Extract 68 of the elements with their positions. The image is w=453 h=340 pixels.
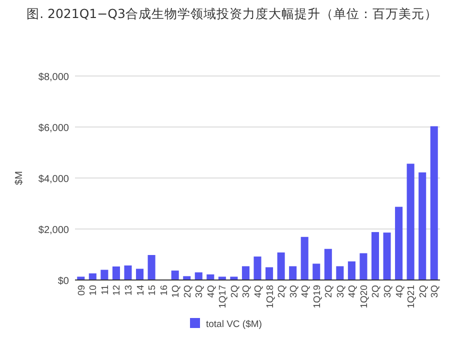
x-tick-label: 09 [76, 285, 88, 296]
bar [266, 267, 274, 280]
bar [395, 206, 403, 280]
x-tick-label: 11 [100, 285, 111, 295]
x-tick-label: 3Q [335, 285, 346, 298]
x-tick-label: 4Q [300, 285, 312, 298]
x-tick-label: 3Q [382, 285, 394, 298]
title: 图. 2021Q1−Q3合成生物学领域投资力度大幅提升（单位：百万美元） [26, 6, 438, 21]
x-tick-label: 3Q [241, 285, 252, 298]
bar [77, 276, 85, 280]
bar [300, 236, 308, 280]
x-tick-label: 13 [123, 285, 134, 296]
bar [218, 276, 226, 280]
bar [194, 272, 202, 280]
bar [371, 232, 380, 280]
y-tick-label: $0 [58, 276, 70, 287]
x-tick-label: 4Q [253, 285, 264, 298]
bar [124, 265, 132, 280]
y-tick-label: $2,000 [38, 225, 70, 236]
bar [230, 276, 238, 280]
x-tick-label: 2Q [370, 285, 382, 298]
x-tick-label: 2Q [324, 285, 335, 298]
x-tick-label: 4Q [206, 285, 217, 298]
bar [430, 126, 438, 280]
bar [312, 264, 320, 280]
x-tick-label: 1Q [170, 285, 182, 298]
x-tick-label: 1Q17 [218, 285, 229, 308]
y-tick-label: $4,000 [38, 174, 70, 185]
x-tick-label: 2Q [229, 285, 240, 298]
x-tick-label: 16 [158, 285, 170, 296]
x-tick-label: 4Q [394, 285, 406, 298]
bar [136, 268, 144, 280]
bar [183, 276, 191, 280]
x-tick-label: 1Q20 [358, 285, 370, 308]
bar [100, 270, 108, 280]
y-axis-title: $M [14, 171, 25, 185]
x-tick-label: 1Q21 [406, 285, 418, 308]
x-tick-label: 10 [88, 285, 100, 296]
x-tick-label: 15 [147, 285, 158, 296]
bar [171, 270, 179, 280]
x-tick-label: 1Q18 [264, 285, 276, 308]
x-tick-label: 4Q [347, 285, 358, 298]
bar [112, 266, 120, 280]
bar [289, 266, 297, 280]
x-tick-label: 1Q19 [312, 285, 323, 308]
bar [348, 261, 356, 280]
bar [406, 164, 414, 280]
x-tick-label: 2Q [182, 285, 194, 298]
y-tick-label: $6,000 [38, 123, 70, 134]
bar [336, 266, 344, 280]
x-tick-label: 3Q [288, 285, 300, 298]
x-tick-label: 14 [135, 285, 146, 296]
bar [360, 253, 368, 280]
x-tick-label: 2Q [276, 285, 288, 298]
bar [88, 273, 96, 280]
x-tick-label: 3Q [194, 285, 206, 298]
bar [383, 232, 391, 280]
x-tick-label: 2Q [418, 285, 429, 298]
legend-label: total VC ($M) [206, 319, 262, 330]
x-tick-label: 12 [112, 285, 123, 296]
bar [277, 252, 285, 280]
y-tick-label: $8,000 [38, 72, 70, 83]
bar [254, 256, 262, 280]
bar [148, 255, 156, 280]
x-tick-label: 3Q [430, 285, 441, 298]
bar [418, 172, 426, 280]
bar [324, 248, 332, 280]
bar [242, 266, 250, 280]
